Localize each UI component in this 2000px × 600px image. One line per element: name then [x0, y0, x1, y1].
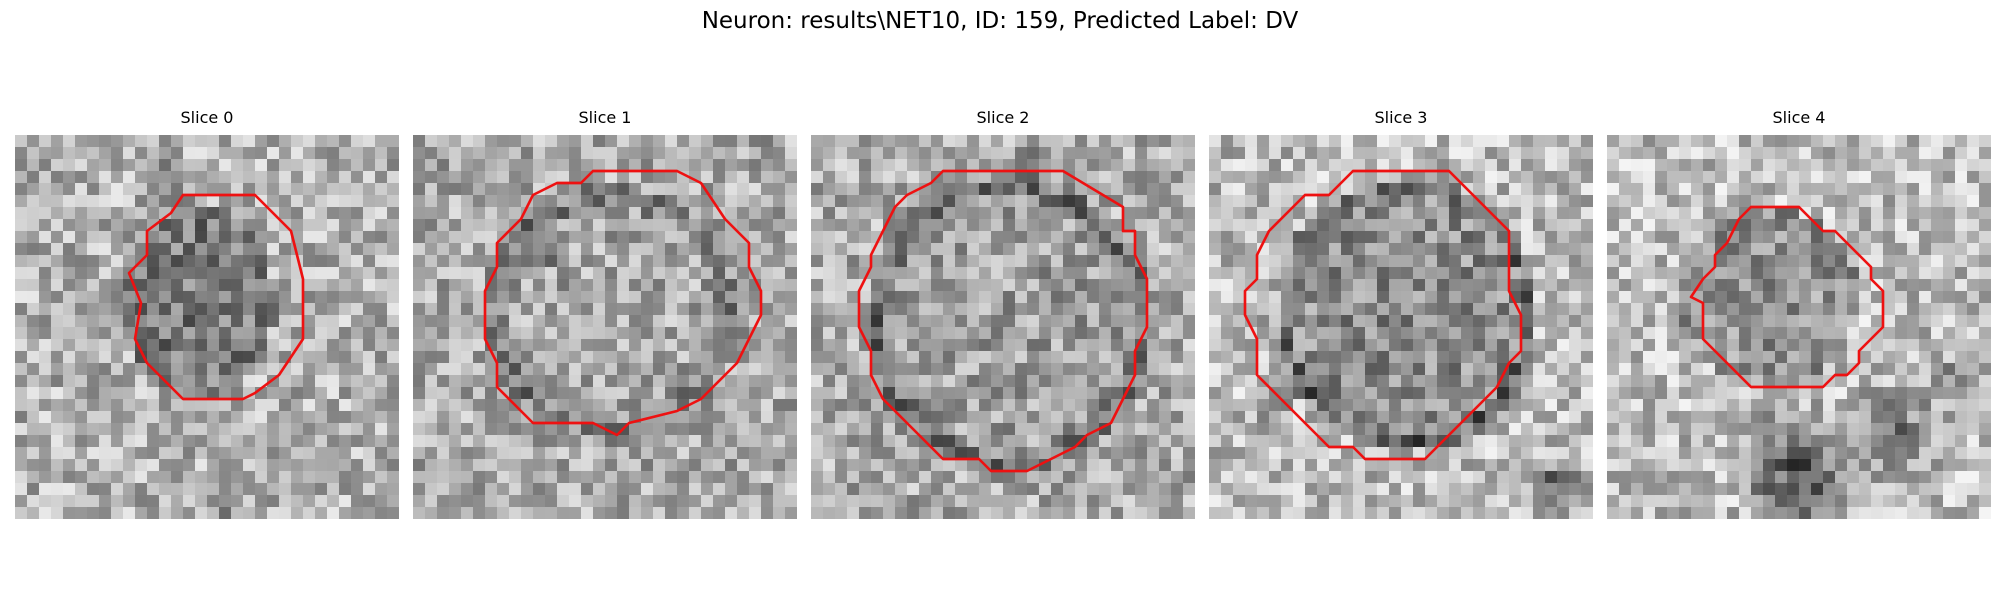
slice-image-0 [15, 135, 399, 519]
contour-3 [1243, 169, 1523, 461]
slice-image-3 [1209, 135, 1593, 519]
pixel-grid-2 [811, 135, 1195, 519]
pixel-grid-4 [1607, 135, 1991, 519]
slice-image-1 [413, 135, 797, 519]
slice-title-2: Slice 2 [976, 108, 1030, 127]
slice-title-1: Slice 1 [578, 108, 632, 127]
pixel-grid-1 [413, 135, 797, 519]
slice-title-4: Slice 4 [1772, 108, 1826, 127]
slice-panel-2: Slice 2 [811, 108, 1195, 519]
contour-0 [127, 193, 305, 401]
slice-image-2 [811, 135, 1195, 519]
figure-title: Neuron: results\NET10, ID: 159, Predicte… [701, 8, 1299, 34]
slice-panel-4: Slice 4 [1607, 108, 1991, 519]
contour-1 [483, 169, 763, 437]
slice-panel-0: Slice 0 [15, 108, 399, 519]
contour-4 [1689, 205, 1885, 389]
slice-panel-3: Slice 3 [1209, 108, 1593, 519]
slice-image-4 [1607, 135, 1991, 519]
slice-panel-1: Slice 1 [413, 108, 797, 519]
pixel-grid-0 [15, 135, 399, 519]
pixel-grid-3 [1209, 135, 1593, 519]
contour-2 [857, 169, 1149, 473]
slice-title-0: Slice 0 [180, 108, 234, 127]
slice-title-3: Slice 3 [1374, 108, 1428, 127]
